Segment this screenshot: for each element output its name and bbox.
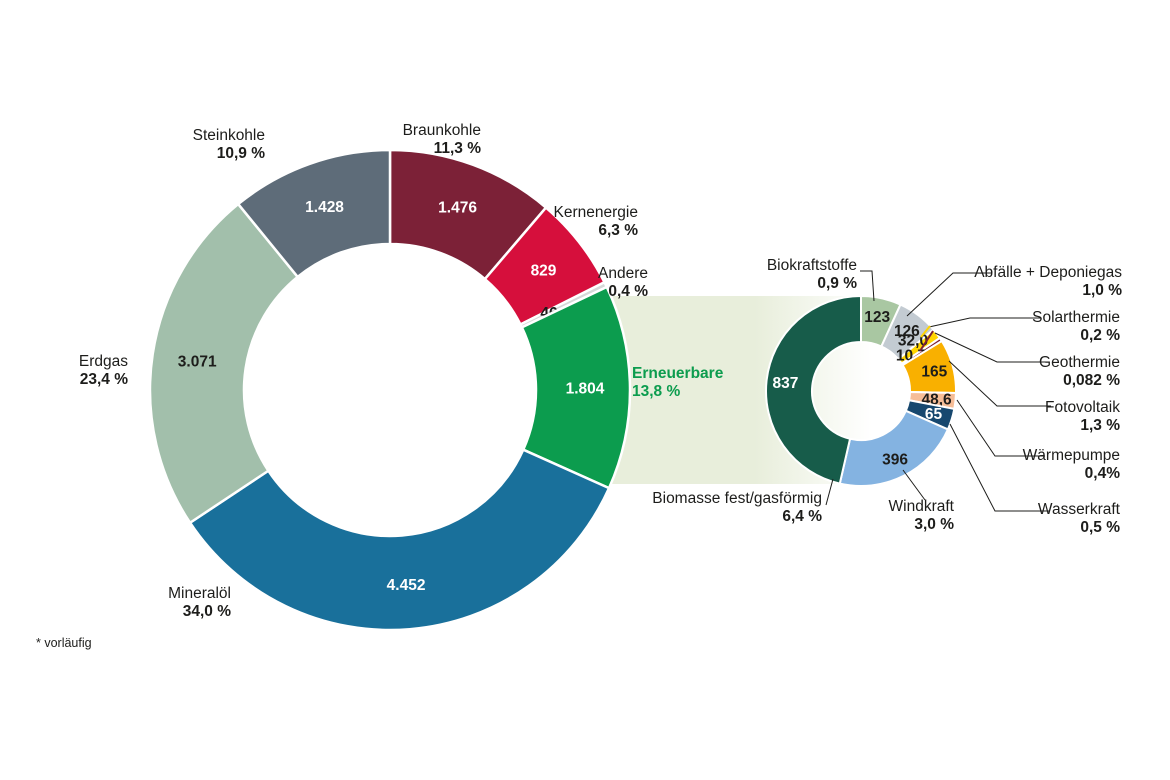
label-biokraftstoffe: Biokraftstoffe 0,9 % — [767, 257, 857, 293]
segment-value-label: 123 — [864, 309, 890, 326]
segment-value-label: 1.476 — [438, 200, 477, 217]
label-solarthermie: Solarthermie 0,2 % — [1032, 309, 1120, 345]
leader-abfaelle — [906, 272, 992, 317]
leader-biokraftstoffe — [860, 270, 875, 302]
segment-name-label: Solarthermie — [1032, 309, 1120, 326]
label-braunkohle: Braunkohle 11,3 % — [403, 122, 481, 158]
segment-name-label: Kernenergie — [553, 204, 638, 221]
segment-percent-label: 34,0 % — [182, 603, 231, 620]
footnote: * vorläufig — [36, 636, 92, 650]
leader-solarthermie-value — [920, 325, 931, 338]
segment-name-label: Braunkohle — [402, 122, 481, 139]
label-abfaelle: Abfälle + Deponiegas 1,0 % — [974, 264, 1122, 300]
segment-percent-label: 0,082 % — [1063, 372, 1120, 389]
segment-percent-label: 13,8 % — [632, 383, 681, 400]
label-fotovoltaik: Fotovoltaik 1,3 % — [1045, 399, 1120, 435]
segment-percent-label: 0,4% — [1084, 465, 1120, 482]
segment-value-label: 829 — [531, 262, 557, 279]
segment-value-label: 126 — [894, 323, 920, 340]
segment-mineral-l — [188, 448, 611, 632]
leader-geothermie-value — [919, 330, 934, 352]
leader-geothermie — [934, 332, 1046, 363]
segment-percent-label: 1,0 % — [1082, 282, 1122, 299]
segment-value-label: 165 — [921, 363, 947, 380]
segment-name-label: Biomasse fest/gasförmig — [652, 490, 822, 507]
segment-percent-label: 11,3 % — [433, 140, 481, 157]
leader-fotovoltaik — [948, 360, 1051, 407]
segment-percent-label: 3,0 % — [914, 516, 954, 533]
segment-value-label: 4.452 — [387, 577, 426, 594]
segment-percent-label: 1,3 % — [1080, 417, 1120, 434]
segment-name-label: Erdgas — [78, 353, 128, 370]
segment-value-label: 1.428 — [305, 199, 344, 216]
segment-name-label: Abfälle + Deponiegas — [974, 264, 1122, 281]
label-andere: Andere 0,4 % — [598, 265, 648, 301]
segment-name-label: Windkraft — [888, 498, 954, 515]
leader-wasserkraft — [949, 423, 1050, 512]
segment-percent-label: 6,3 % — [598, 222, 638, 239]
label-erneuerbare: Erneuerbare 13,8 % — [632, 365, 723, 401]
segment-name-label: Erneuerbare — [632, 365, 724, 382]
segment-percent-label: 0,4 % — [608, 283, 648, 300]
label-biomasse: Biomasse fest/gasförmig 6,4 % — [652, 490, 822, 526]
segment-value-label: 65 — [925, 406, 943, 423]
segment-percent-label: 0,2 % — [1080, 327, 1120, 344]
label-kernenergie: Kernenergie 6,3 % — [554, 204, 638, 240]
segment-name-label: Steinkohle — [192, 127, 265, 144]
segment-steinkohle — [236, 148, 392, 279]
segment-percent-label: 6,4 % — [782, 508, 822, 525]
segment-name-label: Geothermie — [1039, 354, 1120, 371]
segment-biomasse-fest-gasf-rmig — [765, 295, 862, 485]
segment-name-label: Andere — [598, 265, 648, 282]
leader-solarthermie — [928, 317, 1041, 328]
leader-lines — [825, 270, 1051, 512]
segment-percent-label: 23,4 % — [79, 371, 128, 388]
label-mineraloel: Mineralöl 34,0 % — [168, 585, 231, 621]
label-waermepumpe: Wärmepumpe 0,4% — [1023, 447, 1120, 483]
segment-erdgas — [148, 202, 299, 524]
segment-percent-label: 0,5 % — [1080, 519, 1120, 536]
leader-windkraft — [902, 469, 926, 501]
segment-name-label: Fotovoltaik — [1045, 399, 1120, 416]
segment-value-label: 396 — [882, 451, 908, 468]
segment-percent-label: 0,9 % — [817, 275, 857, 292]
label-steinkohle: Steinkohle 10,9 % — [193, 127, 265, 163]
leader-waermepumpe — [956, 399, 1045, 457]
segment-name-label: Wärmepumpe — [1022, 447, 1120, 464]
segment-name-label: Mineralöl — [168, 585, 231, 602]
segment-name-label: Biokraftstoffe — [766, 257, 857, 274]
segment-windkraft — [838, 409, 949, 487]
label-windkraft: Windkraft 3,0 % — [889, 498, 954, 534]
segment-percent-label: 10,9 % — [216, 145, 265, 162]
leader-biomasse — [825, 478, 834, 506]
segment-value-label: 1.804 — [566, 380, 605, 397]
segment-name-label: Wasserkraft — [1037, 501, 1120, 518]
segment-value-label: 837 — [773, 375, 799, 392]
label-erdgas: Erdgas 23,4 % — [79, 353, 128, 389]
segment-value-label: 32,0 — [898, 333, 928, 350]
label-wasserkraft: Wasserkraft 0,5 % — [1038, 501, 1120, 537]
label-geothermie: Geothermie 0,082 % — [1039, 354, 1120, 390]
segment-value-label: 3.071 — [178, 353, 217, 370]
